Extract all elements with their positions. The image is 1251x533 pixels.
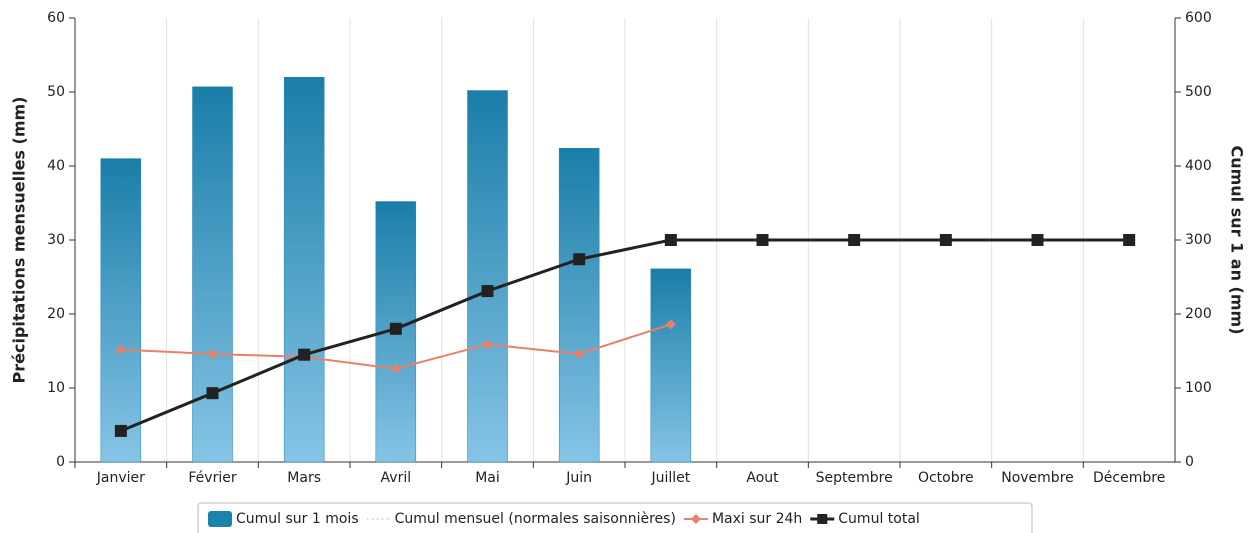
- x-tick-label: Novembre: [1001, 470, 1074, 486]
- y-axis-label: Précipitations mensuelles (mm): [10, 97, 29, 384]
- x-tick-label: Septembre: [816, 470, 893, 486]
- marker: [207, 348, 218, 359]
- marker: [664, 234, 677, 246]
- marker: [206, 387, 219, 400]
- legend-label: Cumul mensuel (normales saisonnières): [395, 511, 676, 527]
- y-tick-label: 60: [47, 10, 65, 26]
- marker: [574, 348, 585, 359]
- y2-tick-label: 100: [1185, 380, 1212, 396]
- bar: [558, 147, 600, 463]
- y2-tick-label: 200: [1185, 306, 1212, 322]
- y2-tick-label: 600: [1185, 10, 1212, 26]
- x-tick-label: Mai: [475, 470, 500, 486]
- legend-label: Cumul total: [838, 511, 920, 527]
- line: [120, 238, 1130, 433]
- y2-tick-label: 0: [1185, 454, 1194, 470]
- y-tick-label: 40: [47, 158, 65, 174]
- x-tick-label: Octobre: [918, 470, 974, 486]
- marker: [939, 234, 952, 246]
- x-tick-label: Aout: [746, 470, 779, 486]
- marker: [482, 339, 493, 350]
- bar: [192, 86, 233, 463]
- marker: [573, 253, 586, 266]
- bar: [467, 90, 508, 463]
- legend-swatch: [817, 514, 828, 524]
- y-tick-label: 20: [47, 306, 65, 322]
- y-tick-label: 0: [56, 454, 65, 470]
- x-tick-label: Juin: [565, 470, 592, 486]
- marker: [298, 348, 311, 361]
- marker: [115, 344, 126, 355]
- marker: [756, 234, 769, 246]
- legend-box: [197, 502, 1033, 533]
- marker: [390, 363, 401, 374]
- marker: [114, 424, 127, 437]
- marker: [848, 234, 861, 246]
- x-tick-label: Avril: [381, 470, 412, 486]
- legend-label: Maxi sur 24h: [712, 511, 802, 527]
- bar: [283, 76, 325, 463]
- marker: [665, 319, 676, 330]
- marker: [1031, 234, 1044, 246]
- y-tick-label: 10: [47, 380, 65, 396]
- x-tick-label: Juillet: [650, 470, 690, 486]
- legend-label: Cumul sur 1 mois: [236, 511, 359, 527]
- y-tick-label: 30: [47, 232, 65, 248]
- x-tick-label: Décembre: [1093, 470, 1165, 486]
- legend-swatch: [208, 511, 232, 527]
- x-tick-label: Février: [188, 470, 236, 486]
- marker: [389, 322, 402, 335]
- legend-swatch: [690, 514, 701, 524]
- y2-tick-label: 400: [1185, 158, 1212, 174]
- x-tick-label: Janvier: [96, 470, 145, 486]
- y2-tick-label: 300: [1185, 232, 1212, 248]
- x-tick-label: Mars: [287, 470, 321, 486]
- marker: [481, 285, 494, 298]
- y2-tick-label: 500: [1185, 84, 1212, 100]
- y-tick-label: 50: [47, 84, 65, 100]
- y2-axis-label: Cumul sur 1 an (mm): [1228, 145, 1247, 334]
- bar: [100, 158, 142, 463]
- marker: [1123, 234, 1136, 246]
- bar: [650, 268, 692, 463]
